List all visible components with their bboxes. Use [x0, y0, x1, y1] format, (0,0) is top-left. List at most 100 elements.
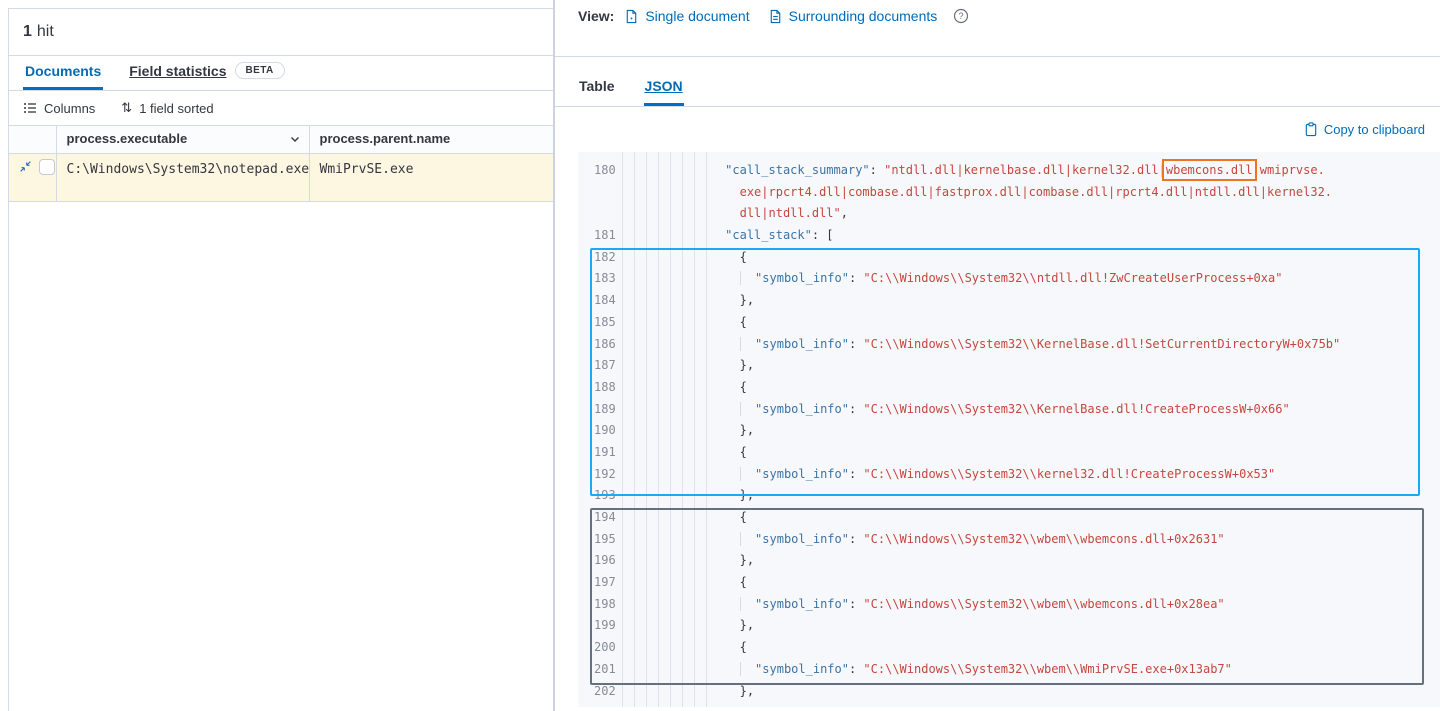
- documents-grid: process.executable process.parent.name: [9, 126, 553, 202]
- sort-fields-button[interactable]: ⇅ 1 field sorted: [121, 100, 213, 116]
- table-row: C:\Windows\System32\notepad.exe WmiPrvSE…: [9, 153, 553, 202]
- documents-card: 1 hit Documents Field statistics BETA: [8, 8, 553, 711]
- code-row: 180 "call_stack_summary": "ntdll.dll|ker…: [578, 159, 1440, 182]
- surrounding-documents-label: Surrounding documents: [788, 8, 938, 24]
- code-row: 196 },: [578, 550, 1440, 572]
- column-header-label: process.parent.name: [319, 131, 451, 146]
- document-icon: [627, 9, 637, 23]
- clipboard-icon: [1305, 122, 1317, 137]
- tab-field-statistics[interactable]: Field statistics BETA: [127, 56, 286, 90]
- hits-bar: 1 hit: [9, 9, 553, 56]
- surrounding-documents-link[interactable]: Surrounding documents: [768, 8, 938, 24]
- json-code-block[interactable]: 180 "call_stack_summary": "ntdll.dll|ker…: [578, 152, 1440, 707]
- line-number: 181: [594, 228, 616, 243]
- line-number: 197: [594, 575, 616, 590]
- code-row: 183 "symbol_info": "C:\\Windows\\System3…: [578, 268, 1440, 290]
- help-button[interactable]: ?: [953, 8, 969, 24]
- highlighted-token: wbemcons.dll: [1161, 159, 1257, 181]
- column-header-label: process.executable: [66, 131, 188, 146]
- documents-panel: 1 hit Documents Field statistics BETA: [0, 0, 553, 711]
- code-row: dll|ntdll.dll",: [578, 203, 1440, 225]
- expand-document-button[interactable]: [19, 160, 32, 173]
- hits-count: 1: [23, 23, 32, 40]
- line-number: 189: [594, 401, 616, 416]
- chevron-down-icon[interactable]: [289, 133, 301, 145]
- code-row: 189 "symbol_info": "C:\\Windows\\System3…: [578, 399, 1440, 421]
- tab-json[interactable]: JSON: [643, 74, 684, 106]
- tab-field-statistics-label: Field statistics: [129, 62, 227, 79]
- line-number: 184: [594, 293, 616, 308]
- columns-button[interactable]: Columns: [23, 101, 95, 116]
- code-row: 192 "symbol_info": "C:\\Windows\\System3…: [578, 464, 1440, 486]
- line-number: 202: [594, 683, 616, 698]
- line-number: 201: [594, 661, 616, 676]
- code-row: 186 "symbol_info": "C:\\Windows\\System3…: [578, 334, 1440, 356]
- panel-divider[interactable]: [553, 0, 555, 711]
- columns-label: Columns: [44, 100, 96, 116]
- code-row: 185 {: [578, 312, 1440, 334]
- code-row: 194 {: [578, 507, 1440, 529]
- line-number: 187: [594, 358, 616, 373]
- code-row: 184 },: [578, 290, 1440, 312]
- documents-icon: [770, 9, 780, 23]
- svg-text:?: ?: [959, 11, 964, 21]
- column-header-process-parent-name[interactable]: process.parent.name: [308, 126, 553, 154]
- tab-documents-label: Documents: [25, 63, 102, 79]
- code-row: exe|rpcrt4.dll|combase.dll|fastprox.dll|…: [578, 182, 1440, 204]
- code-row: 201 "symbol_info": "C:\\Windows\\System3…: [578, 659, 1440, 681]
- line-number: 200: [594, 640, 616, 655]
- view-bar: View: Single document: [555, 0, 1440, 57]
- view-label: View:: [578, 8, 615, 24]
- tab-documents[interactable]: Documents: [23, 57, 104, 90]
- columns-icon: [24, 103, 36, 113]
- line-number: 196: [594, 553, 616, 568]
- code-row: 200 {: [578, 637, 1440, 659]
- code-row: 195 "symbol_info": "C:\\Windows\\System3…: [578, 529, 1440, 551]
- grid-toolbar: Columns ⇅ 1 field sorted: [9, 91, 553, 126]
- line-number: 193: [594, 488, 616, 503]
- code-row: 202 },: [578, 681, 1440, 703]
- code-lines: 180 "call_stack_summary": "ntdll.dll|ker…: [578, 159, 1440, 703]
- line-number: 183: [594, 271, 616, 286]
- copy-to-clipboard-label: Copy to clipboard: [1323, 122, 1425, 137]
- expand-icon: [20, 161, 31, 172]
- line-number: 191: [594, 444, 616, 459]
- sort-icon: ⇅: [121, 100, 133, 115]
- single-document-link[interactable]: Single document: [624, 8, 750, 24]
- documents-tabs: Documents Field statistics BETA: [9, 56, 553, 91]
- code-row: 191 {: [578, 442, 1440, 464]
- row-checkbox[interactable]: [39, 158, 55, 175]
- copy-row: Copy to clipboard: [555, 107, 1440, 152]
- code-row: 190 },: [578, 420, 1440, 442]
- control-column-header: [9, 126, 56, 154]
- copy-to-clipboard-button[interactable]: Copy to clipboard: [1304, 122, 1425, 137]
- row-controls-cell: [9, 153, 56, 202]
- sorted-label: 1 field sorted: [139, 100, 214, 116]
- question-mark-icon: ?: [954, 8, 969, 24]
- cell-process-executable: C:\Windows\System32\notepad.exe: [55, 153, 309, 202]
- line-number: 194: [594, 510, 616, 524]
- code-row: 197 {: [578, 572, 1440, 594]
- line-number: 192: [594, 466, 616, 481]
- code-row: 199 },: [578, 615, 1440, 637]
- code-row: 187 },: [578, 355, 1440, 377]
- column-header-process-executable[interactable]: process.executable: [55, 126, 309, 154]
- line-number: 188: [594, 379, 616, 394]
- code-row: 188 {: [578, 377, 1440, 399]
- line-number: 180: [594, 163, 616, 177]
- code-row: 193 },: [578, 485, 1440, 507]
- line-number: 190: [594, 423, 616, 438]
- indent-guides: [622, 152, 708, 707]
- tab-table[interactable]: Table: [579, 78, 615, 94]
- line-number: 185: [594, 314, 616, 329]
- line-number: 199: [594, 618, 616, 633]
- code-row: 198 "symbol_info": "C:\\Windows\\System3…: [578, 594, 1440, 616]
- document-viewer-panel: View: Single document: [555, 0, 1440, 711]
- grid-header-row: process.executable process.parent.name: [9, 126, 553, 154]
- cell-process-parent-name: WmiPrvSE.exe: [308, 153, 553, 202]
- beta-badge: BETA: [234, 62, 285, 79]
- line-number: 182: [594, 249, 616, 264]
- viewer-tabs: Table JSON: [555, 73, 1440, 107]
- line-number: 186: [594, 336, 616, 351]
